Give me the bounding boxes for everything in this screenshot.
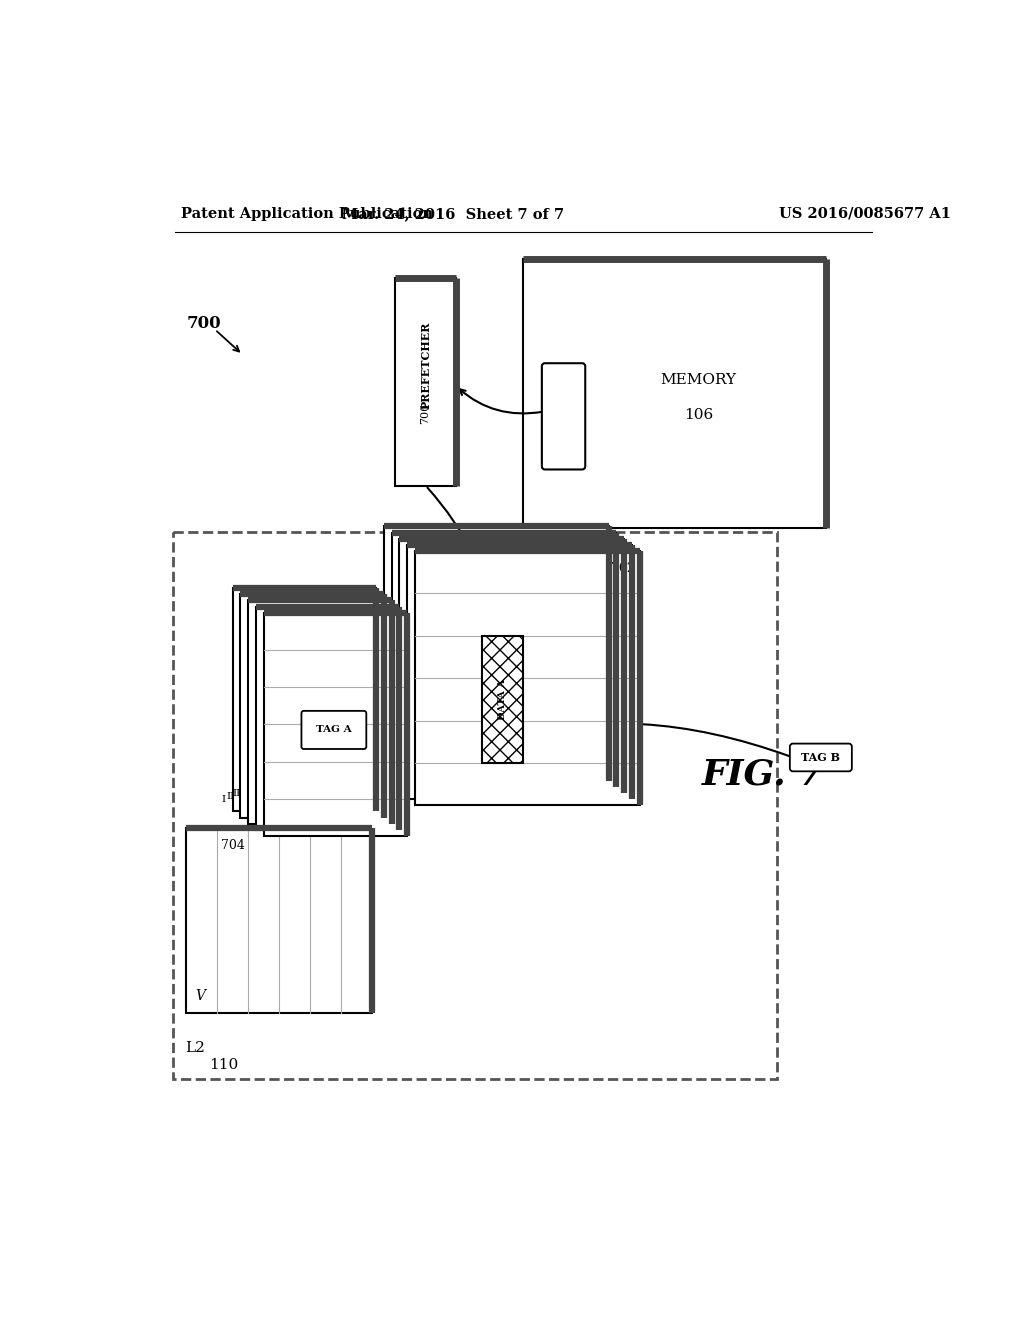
Bar xyxy=(407,545,632,799)
Text: TAG B: TAG B xyxy=(802,752,841,763)
Bar xyxy=(256,607,399,830)
Bar xyxy=(186,829,372,1014)
Text: II: II xyxy=(227,792,236,801)
Text: 106: 106 xyxy=(684,408,713,422)
Bar xyxy=(391,533,616,787)
Text: MEMORY: MEMORY xyxy=(660,372,736,387)
Bar xyxy=(415,552,640,805)
Text: Patent Application Publication: Patent Application Publication xyxy=(180,207,433,220)
Text: 704: 704 xyxy=(221,838,245,851)
Text: DATA B: DATA B xyxy=(559,395,568,438)
Text: IV: IV xyxy=(392,755,403,764)
Text: 110: 110 xyxy=(209,1057,238,1072)
FancyBboxPatch shape xyxy=(542,363,586,470)
Text: I: I xyxy=(221,796,225,804)
Text: 700: 700 xyxy=(186,315,221,333)
Text: DATA A: DATA A xyxy=(498,678,507,719)
Text: V: V xyxy=(196,989,205,1003)
Bar xyxy=(173,532,777,1078)
Text: 706: 706 xyxy=(421,403,431,424)
FancyBboxPatch shape xyxy=(790,743,852,771)
Text: US 2016/0085677 A1: US 2016/0085677 A1 xyxy=(779,207,951,220)
Bar xyxy=(384,527,608,780)
Bar xyxy=(241,594,384,817)
Text: L2: L2 xyxy=(184,1040,205,1055)
Bar xyxy=(399,539,624,793)
Text: TAG A: TAG A xyxy=(316,726,351,734)
Bar xyxy=(263,612,407,836)
Text: 702: 702 xyxy=(610,561,634,574)
Bar xyxy=(232,589,376,812)
Text: FIG. 7: FIG. 7 xyxy=(702,758,824,792)
Bar xyxy=(395,277,456,486)
Text: IV: IV xyxy=(241,787,252,795)
Bar xyxy=(523,259,825,528)
Bar xyxy=(482,636,522,763)
Text: Mar. 24, 2016  Sheet 7 of 7: Mar. 24, 2016 Sheet 7 of 7 xyxy=(342,207,564,220)
Bar xyxy=(248,601,391,824)
FancyBboxPatch shape xyxy=(301,711,367,748)
Text: PREFETCHER: PREFETCHER xyxy=(420,321,431,409)
Text: III: III xyxy=(232,789,245,799)
Text: II: II xyxy=(378,762,386,771)
Text: I: I xyxy=(373,764,377,774)
Text: III: III xyxy=(384,759,396,767)
